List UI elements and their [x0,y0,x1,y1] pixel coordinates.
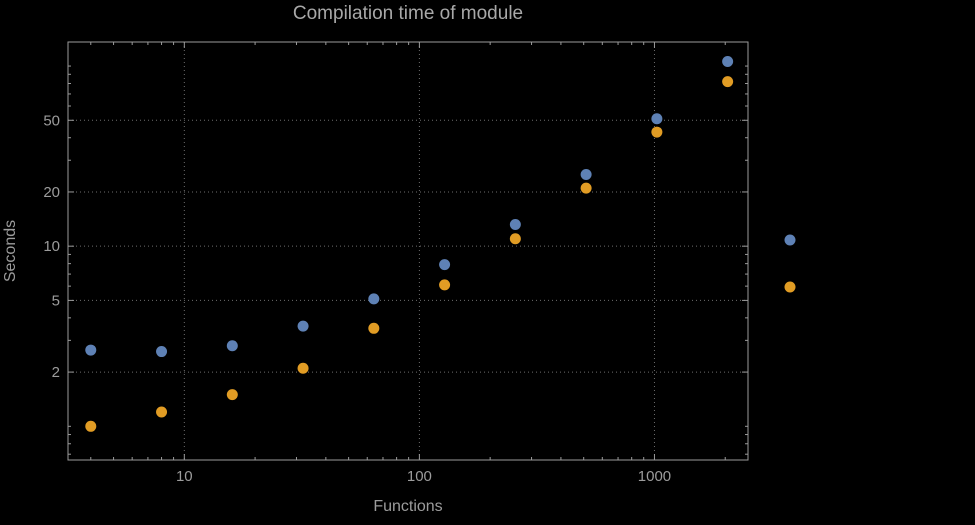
y-tick-label: 50 [43,112,60,129]
chart-title: Compilation time of module [292,3,524,24]
data-point-series-1-blue [368,293,380,305]
y-tick-label: 20 [43,184,60,201]
data-point-series-1-blue [156,346,168,358]
data-point-series-1-blue [651,113,663,125]
data-point-series-2-orange [368,322,380,334]
y-tick-label: 5 [52,292,60,309]
data-point-series-1-blue [85,344,97,356]
x-axis-label: Functions [373,498,443,515]
data-point-series-2-orange [156,406,168,418]
data-point-series-1-blue [580,168,592,180]
y-axis-label: Seconds [2,219,19,283]
plot-frame [67,41,749,461]
data-point-series-1-blue [226,340,238,352]
data-point-series-2-orange [85,420,97,432]
data-point-series-1-blue [297,320,309,332]
legend-marker-series-2-orange [784,281,796,293]
y-tick-label: 2 [52,364,60,381]
data-point-series-1-blue [509,218,521,230]
data-point-series-1-blue [439,259,451,271]
data-point-series-2-orange [226,389,238,401]
data-point-series-2-orange [651,126,663,138]
data-point-series-2-orange [580,182,592,194]
x-tick-label: 100 [407,468,432,485]
legend-marker-series-1-blue [784,234,796,246]
y-tick-label: 10 [43,238,60,255]
x-tick-label: 1000 [638,468,671,485]
data-point-series-2-orange [722,76,734,88]
data-point-series-2-orange [439,279,451,291]
data-point-series-2-orange [509,233,521,245]
x-tick-label: 10 [176,468,193,485]
data-point-series-1-blue [722,55,734,67]
data-point-series-2-orange [297,362,309,374]
